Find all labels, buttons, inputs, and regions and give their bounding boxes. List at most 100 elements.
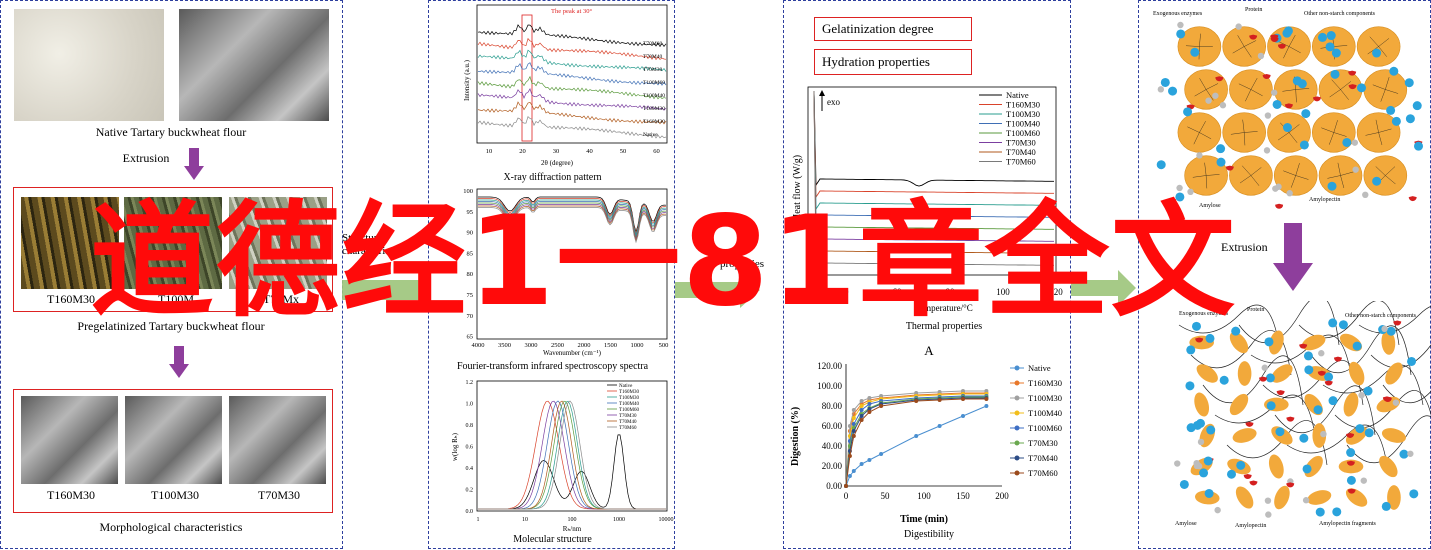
protein-dot [1282,29,1291,38]
amylopectin-fragment [1301,391,1327,419]
amylopectin-fragment [1268,361,1296,387]
mw-xtick: 10 [522,517,528,523]
protein-dot [1318,33,1327,42]
non-starch-dot [1318,350,1324,356]
xrd-series-line [478,117,666,138]
non-starch-dot [1265,112,1271,118]
protein-dot [1206,426,1215,435]
mw-chart: NativeT160M30T100M30T100M40T100M60T70M30… [429,375,676,535]
protein-dot [1275,427,1284,436]
xrd-xtick: 10 [486,148,493,155]
mw-series-line [478,401,666,509]
dsc-legend-label: T100M40 [1006,119,1040,129]
amylopectin-fragment [1266,453,1286,480]
non-starch-dot [1362,192,1368,198]
sem-t70m30 [229,396,326,484]
non-starch-dot [1158,86,1164,92]
digestion-legend-label: Native [1028,363,1051,373]
xrd-caption: X-ray diffraction pattern [429,172,676,183]
non-starch-dot [1358,392,1364,398]
xrd-series-label: Native [643,132,658,138]
digestion-legend-label: T160M30 [1028,378,1062,388]
mw-legend-label: T70M30 [619,414,637,419]
xrd-peak-note: The peak at 30° [551,8,592,15]
digestion-series-line [846,406,986,486]
digestion-legend-marker [1015,396,1020,401]
digestion-point [860,414,864,418]
protein-dot [1216,144,1225,153]
enzyme-icon [1286,417,1294,422]
non-starch-dot [1262,365,1268,371]
protein-dot [1217,158,1226,167]
xrd-series-label: T100M60 [643,80,665,86]
digestion-point [879,404,883,408]
protein-dot [1365,428,1374,437]
digestion-point [860,408,864,412]
protein-dot [1283,123,1292,132]
protein-dot [1372,177,1381,186]
amylopectin-fragment [1382,359,1407,387]
protein-dot [1187,423,1196,432]
digestion-point [938,424,942,428]
xrd-series-line [478,89,666,110]
exo-arrowhead-icon [819,90,825,96]
mw-legend-label: T70M40 [619,420,637,425]
digestion-ylabel: Digestion (%) [790,407,801,466]
protein-dot [1303,464,1312,473]
enzyme-icon [1313,96,1321,101]
protein-dot [1273,100,1282,109]
sem-label-t70m30: T70M30 [239,488,319,503]
mw-ytick: 0.2 [466,488,474,494]
protein-dot [1299,434,1308,443]
digestion-ytick: 40.00 [822,441,843,451]
protein-dot [1205,334,1214,343]
ftir-xtick: 1500 [604,342,617,349]
dsc-legend-label: T70M60 [1006,157,1036,167]
xrd-series-line [478,25,666,47]
digestion-legend-marker [1015,426,1020,431]
morphology-caption: Morphological characteristics [61,520,281,535]
amylopectin-fragment [1343,485,1371,511]
digestion-legend-marker [1015,366,1020,371]
non-starch-dot [1220,102,1226,108]
mw-series-line [478,401,666,509]
protein-dot [1372,49,1381,58]
protein-dot [1293,76,1302,85]
hydration-label: Hydration properties [822,54,930,70]
protein-dot [1357,83,1366,92]
digestion-legend-label: T100M30 [1028,393,1062,403]
digestion-ytick: 120.00 [817,361,842,371]
amylose-chain [1323,365,1423,405]
digestion-xtick: 100 [917,491,931,501]
mw-ytick: 0.4 [466,466,474,472]
digestion-point [914,434,918,438]
protein-dot [1227,470,1236,479]
protein-dot [1264,337,1273,346]
ftir-caption: Fourier-transform infrared spectroscopy … [429,361,676,372]
xrd-series-label: T100M30 [643,106,665,112]
dsc-legend-label: T70M30 [1006,138,1036,148]
protein-dot [1387,327,1396,336]
amylopectin-fragment [1337,330,1365,355]
extrusion-label: Extrusion [106,151,186,166]
mw-series-line [478,401,666,509]
protein-dot [1168,87,1177,96]
mw-legend-label: T100M30 [619,396,640,401]
dsc-legend-label: T100M30 [1006,109,1040,119]
label-amylopectin-top: Amylopectin [1309,197,1340,203]
xrd-xtick: 30 [553,148,560,155]
mw-legend-label: T100M40 [619,402,640,407]
protein-dot [1220,376,1229,385]
digestion-point [852,416,856,420]
digestion-series-line [846,398,986,486]
amylopectin-fragment [1192,391,1212,418]
protein-dot [1236,461,1245,470]
protein-dot [1328,182,1337,191]
native-flour-caption: Native Tartary buckwheat flour [61,125,281,140]
protein-dot [1347,476,1356,485]
amylopectin-fragment [1300,332,1328,354]
xrd-series-line [478,50,666,71]
protein-dot [1346,448,1355,457]
non-starch-dot [1174,460,1180,466]
amylopectin-fragment [1380,426,1407,446]
